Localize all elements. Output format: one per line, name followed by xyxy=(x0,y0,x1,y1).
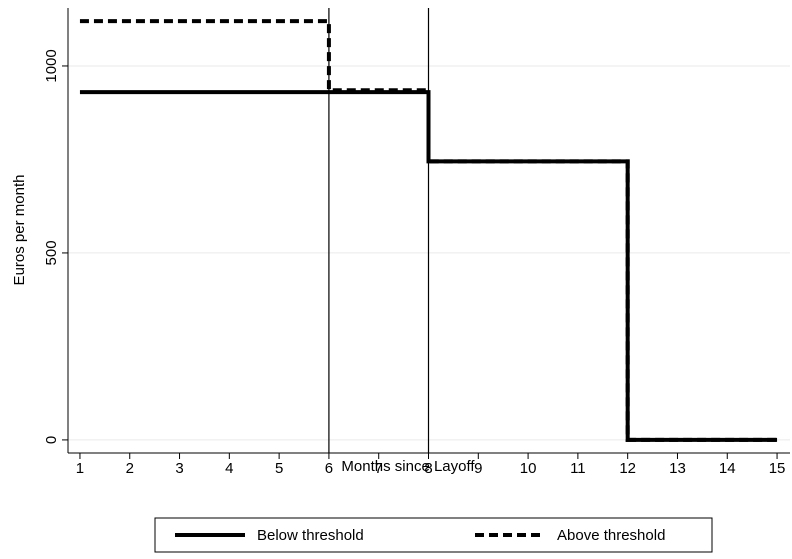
series-line xyxy=(79,19,778,442)
x-tick-label: 12 xyxy=(619,460,636,477)
x-tick-label: 8 xyxy=(424,460,432,477)
x-tick-label: 15 xyxy=(769,460,786,477)
y-tick-label: 1000 xyxy=(43,49,60,82)
x-tick-label: 3 xyxy=(175,460,183,477)
x-tick-label: 7 xyxy=(375,460,383,477)
x-tick-label: 10 xyxy=(520,460,537,477)
legend-label: Below threshold xyxy=(257,527,364,544)
legend-box xyxy=(154,517,713,553)
x-tick-label: 14 xyxy=(719,460,736,477)
x-tick-label: 1 xyxy=(76,460,84,477)
x-tick-label: 13 xyxy=(669,460,686,477)
x-tick-label: 9 xyxy=(474,460,482,477)
x-tick-label: 5 xyxy=(275,460,283,477)
x-tick-label: 4 xyxy=(225,460,233,477)
x-axis-label: Months since Layoff xyxy=(341,458,475,475)
x-tick-label: 11 xyxy=(570,460,586,477)
y-axis-label: Euros per month xyxy=(11,175,28,286)
y-tick-label: 500 xyxy=(43,240,60,265)
x-tick-label: 2 xyxy=(126,460,134,477)
y-tick-label: 0 xyxy=(43,436,60,444)
x-tick-label: 6 xyxy=(325,460,333,477)
legend-label: Above threshold xyxy=(557,527,665,544)
